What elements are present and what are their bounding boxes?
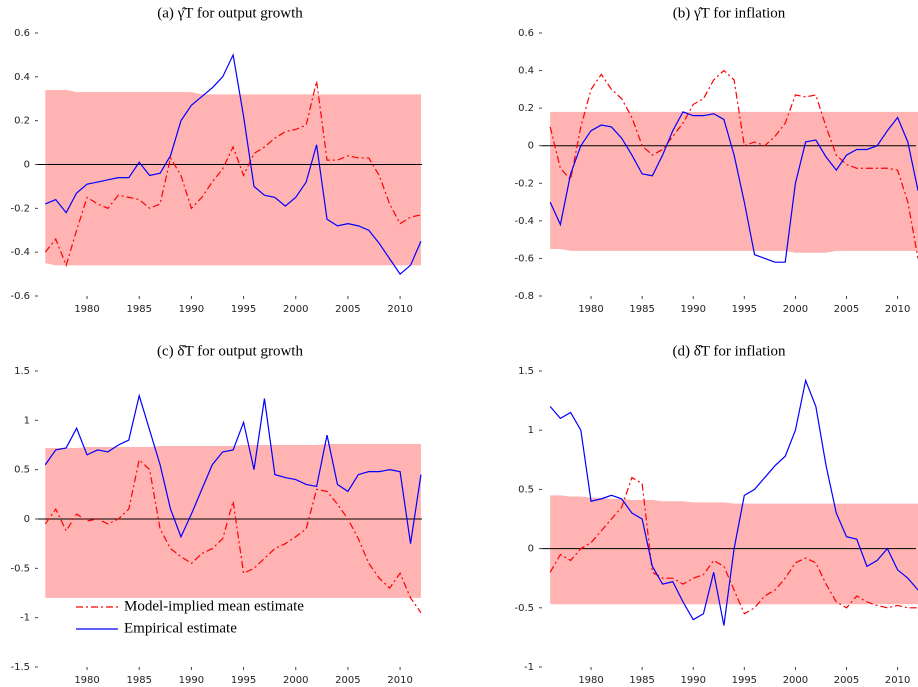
series-line [45, 52, 422, 275]
x-tick-label: 1980 [578, 304, 603, 315]
series-line [549, 111, 918, 263]
legend-label: Empirical estimate [124, 620, 237, 636]
x-tick-label: 1995 [231, 675, 256, 686]
y-tick-label: -0.5 [10, 563, 30, 574]
panel-title: (a) γ̂T for output growth [157, 5, 303, 21]
series-line [44, 393, 422, 544]
x-tick-label: 2000 [283, 304, 308, 315]
y-tick-label: 0 [528, 544, 534, 555]
confidence-band [550, 111, 918, 253]
x-tick-label: 1980 [578, 675, 603, 686]
panel-title: (c) δ̂T for output growth [157, 343, 303, 359]
panel-title: (b) γ̂T for inflation [673, 5, 786, 21]
x-tick-label: 2005 [834, 675, 859, 686]
x-tick-label: 2000 [283, 675, 308, 686]
y-tick-label: 0 [24, 160, 30, 171]
y-tick-label: -0.5 [514, 603, 534, 614]
y-tick-label: 0.6 [518, 28, 534, 39]
series-line [549, 69, 918, 259]
y-tick-label: -0.2 [10, 203, 30, 214]
series-line [549, 476, 918, 615]
x-tick-label: 1985 [629, 304, 654, 315]
y-tick-label: 1 [528, 425, 534, 436]
y-tick-label: 1.5 [14, 366, 30, 377]
y-tick-label: 0 [528, 141, 534, 152]
y-tick-label: -0.4 [514, 216, 534, 227]
y-tick-label: -0.6 [10, 291, 30, 302]
y-tick-label: 0.5 [518, 484, 534, 495]
confidence-band [45, 89, 421, 266]
x-tick-label: 2005 [834, 304, 859, 315]
y-tick-label: -0.6 [514, 253, 534, 264]
panel-title: (d) δ̂T for inflation [672, 343, 786, 359]
x-tick-label: 2000 [783, 304, 808, 315]
x-tick-label: 2000 [783, 675, 808, 686]
y-tick-label: -0.4 [10, 247, 30, 258]
series-line [44, 81, 422, 268]
x-tick-label: 2005 [335, 675, 360, 686]
x-tick-label: 2005 [335, 304, 360, 315]
x-tick-label: 1995 [732, 304, 757, 315]
x-tick-label: 1985 [126, 675, 151, 686]
x-tick-label: 1980 [74, 675, 99, 686]
y-tick-label: 0.2 [14, 116, 30, 127]
x-tick-label: 2010 [387, 675, 412, 686]
series-line [549, 378, 918, 626]
y-tick-label: 0.5 [14, 465, 30, 476]
x-tick-label: 1990 [179, 675, 204, 686]
x-tick-label: 2010 [885, 304, 910, 315]
legend-label: Model-implied mean estimate [124, 598, 304, 614]
y-tick-label: 1 [24, 415, 30, 426]
y-tick-label: -1 [20, 613, 30, 624]
y-tick-label: -1 [524, 662, 534, 673]
x-tick-label: 1985 [126, 304, 151, 315]
y-tick-label: 0.2 [518, 103, 534, 114]
x-tick-label: 1990 [681, 675, 706, 686]
y-tick-label: -0.8 [514, 291, 534, 302]
y-tick-label: 0.4 [518, 66, 534, 77]
x-tick-label: 1995 [231, 304, 256, 315]
x-tick-label: 1995 [732, 675, 757, 686]
y-tick-label: 0.4 [14, 72, 30, 83]
y-tick-label: -0.2 [514, 178, 534, 189]
y-tick-label: 0.6 [14, 28, 30, 39]
confidence-band [45, 444, 421, 598]
x-tick-label: 2010 [387, 304, 412, 315]
y-tick-label: 1.5 [518, 366, 534, 377]
series-line [44, 458, 422, 614]
x-tick-label: 1985 [629, 675, 654, 686]
x-tick-label: 2010 [885, 675, 910, 686]
x-tick-label: 1990 [681, 304, 706, 315]
x-tick-label: 1990 [179, 304, 204, 315]
y-tick-label: 0 [24, 514, 30, 525]
y-tick-label: -1.5 [10, 662, 30, 673]
x-tick-label: 1980 [74, 304, 99, 315]
